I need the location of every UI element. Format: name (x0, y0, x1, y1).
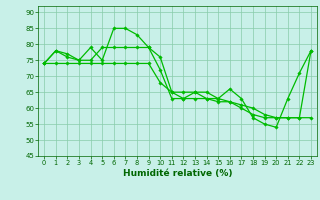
X-axis label: Humidité relative (%): Humidité relative (%) (123, 169, 232, 178)
